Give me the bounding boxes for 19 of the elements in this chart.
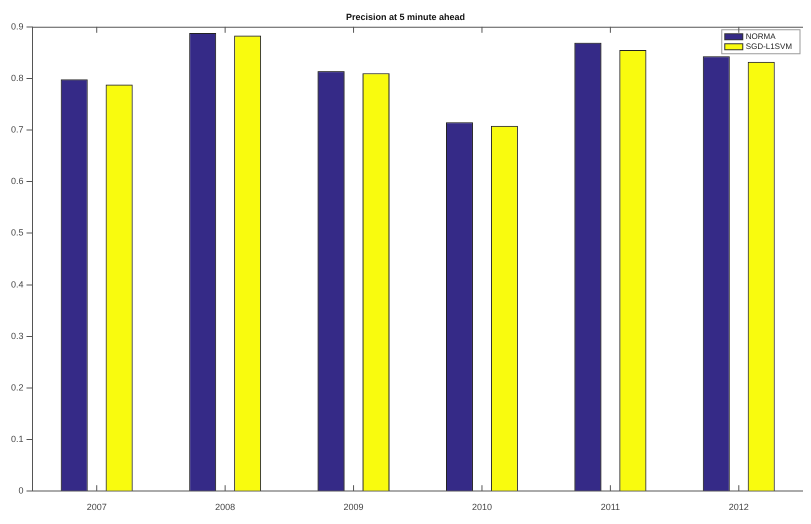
x-tick-label: 2008: [215, 502, 236, 512]
y-tick-label: 0.4: [10, 279, 24, 290]
y-tick-label: 0.5: [10, 228, 24, 238]
x-tick-label: 2009: [344, 502, 364, 512]
x-tick-label: 2007: [86, 502, 107, 512]
y-tick-label: 0.9: [10, 21, 24, 32]
y-tick-label: 0.2: [10, 382, 24, 392]
y-tick-label: 0.7: [10, 124, 24, 134]
legend-label: SGD-L1SVM: [746, 42, 792, 52]
x-tick-label: 2010: [472, 502, 492, 512]
legend-label: NORMA: [746, 32, 776, 42]
x-tick-label: 2012: [728, 502, 749, 512]
y-tick-label: 0.1: [10, 434, 24, 444]
y-tick-label: 0.8: [10, 72, 24, 83]
x-tick-label: 2011: [600, 502, 620, 512]
y-tick-label: 0: [18, 486, 24, 496]
y-tick-label: 0.6: [10, 176, 24, 186]
y-tick-label: 0.3: [10, 330, 24, 341]
chart-title: Precision at 5 minute ahead: [346, 12, 466, 22]
